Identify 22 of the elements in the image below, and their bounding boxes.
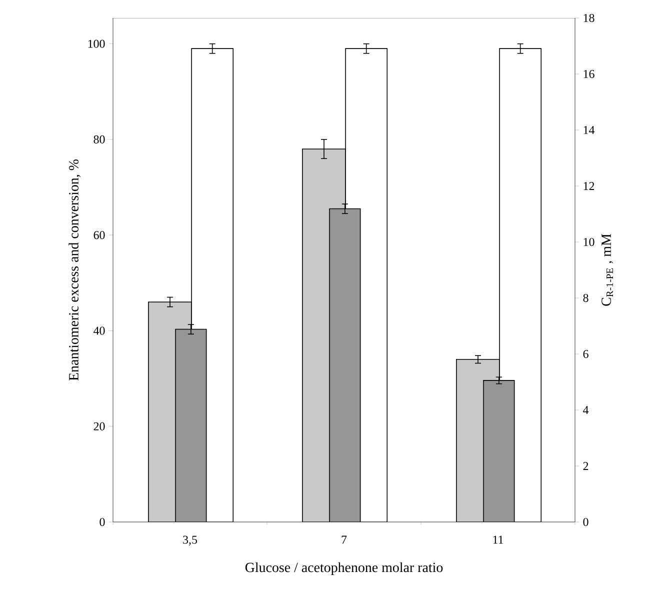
y2-tick-label: 12 <box>584 182 594 190</box>
y2-tick-label: 18 <box>584 14 594 22</box>
x-tick-label: 3,5 <box>183 536 198 546</box>
y-tick-label: 20 <box>94 422 105 430</box>
y2-tick-label: 10 <box>584 238 594 246</box>
y-tick-label: 0 <box>100 518 105 526</box>
y2-tick-label: 16 <box>584 70 594 78</box>
y2-tick-label: 14 <box>584 126 595 134</box>
y-tick-label: 40 <box>94 326 105 335</box>
y2-tick-label: 6 <box>583 350 588 358</box>
y2-tick-label: 0 <box>583 518 588 526</box>
y2-tick-label: 8 <box>583 294 588 302</box>
y-axis-title: Enantiomeric excess and conversion, % <box>68 159 80 381</box>
x-axis-title: Glucose / acetophenone molar ratio <box>245 562 443 575</box>
y-tick-label: 60 <box>94 231 105 240</box>
y2-axis-title: C$_{R-1-PE}$ , mM <box>602 234 613 306</box>
x-tick-label: 7 <box>342 536 347 544</box>
y2-tick-label: 2 <box>583 462 588 470</box>
y2-tick-label: 4 <box>583 406 589 414</box>
x-tick-label: 11 <box>493 536 504 544</box>
y-tick-label: 100 <box>88 40 105 48</box>
y-tick-label: 80 <box>94 135 105 144</box>
